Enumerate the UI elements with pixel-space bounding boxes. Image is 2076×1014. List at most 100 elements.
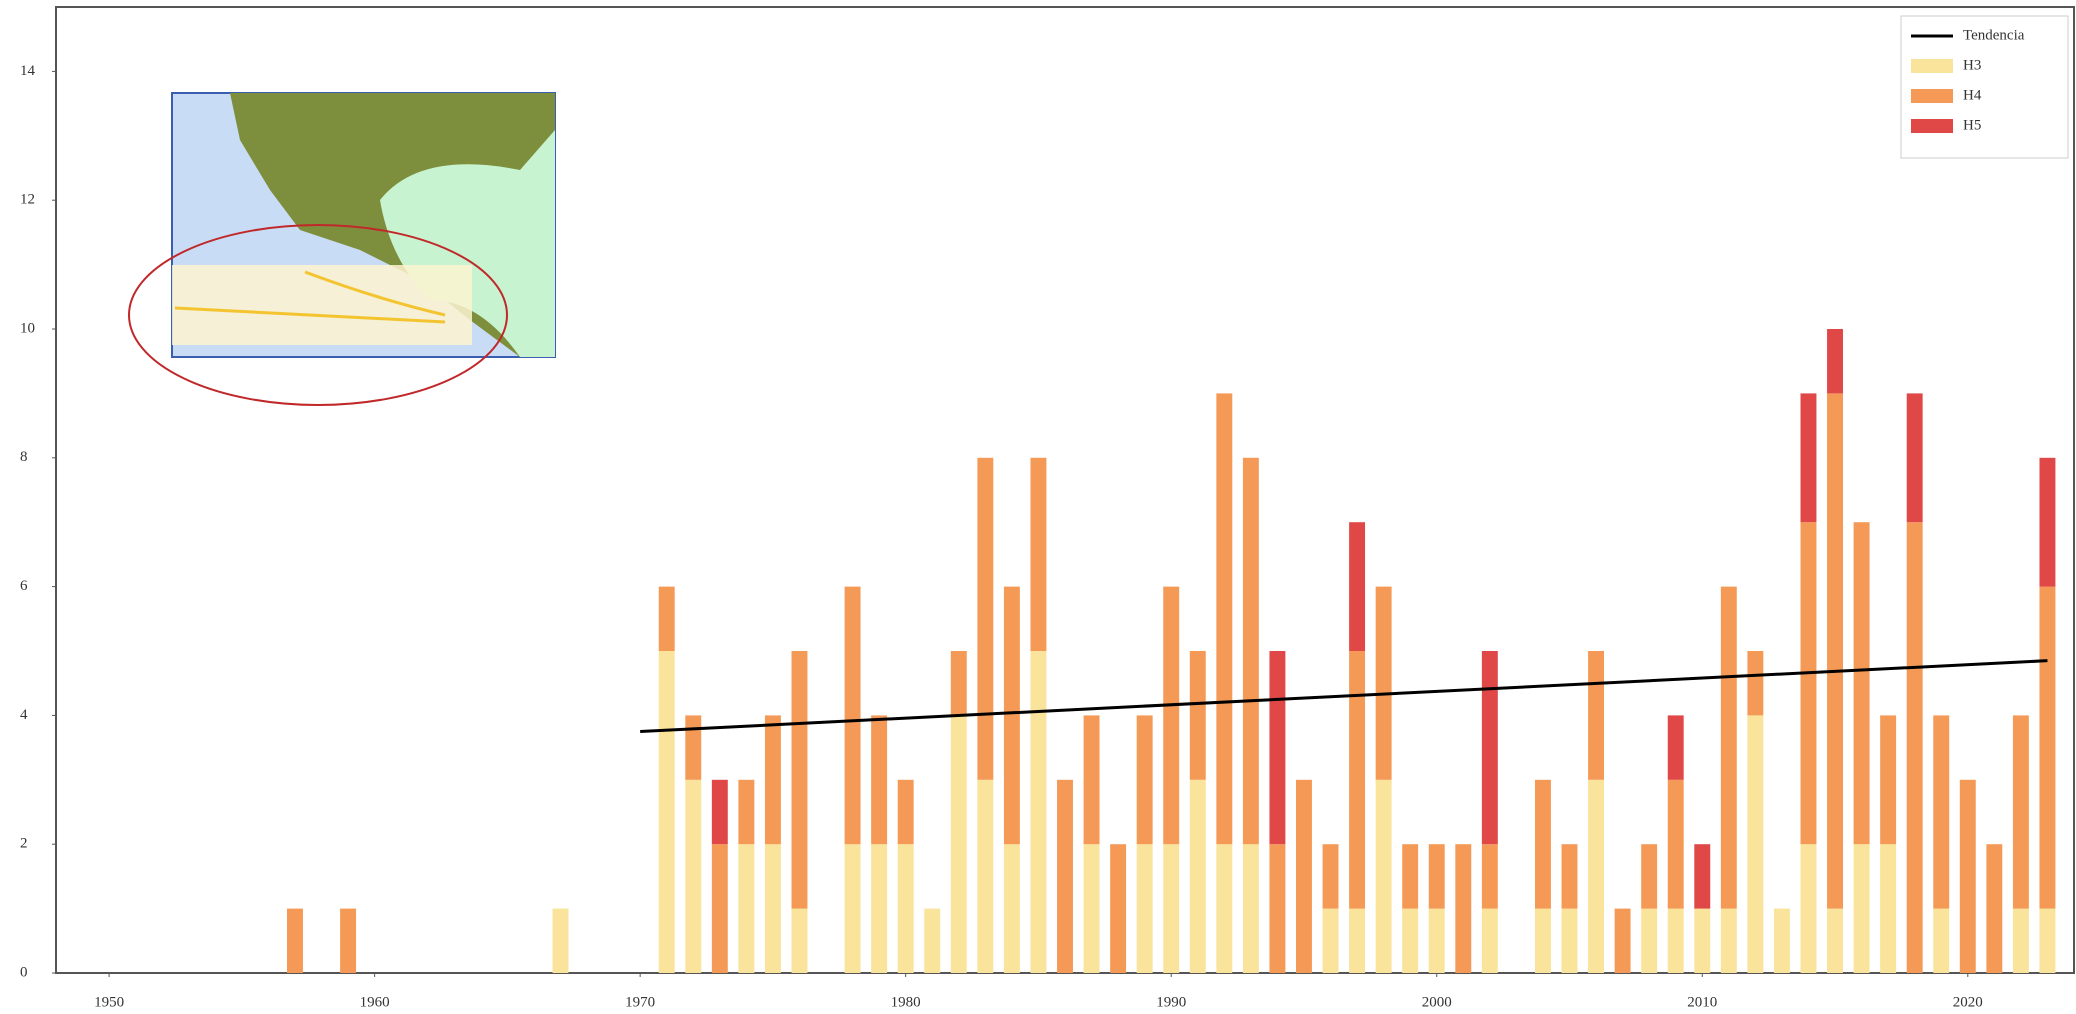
bar-segment [1694,844,1711,909]
bar-segment [1375,779,1392,973]
inset-track [174,270,446,324]
bar-segment [1481,844,1498,909]
bar-segment [871,715,888,845]
bar-segment [1747,715,1764,973]
bar-segment [711,844,728,973]
bar-segment [1880,844,1897,973]
bar-segment [1694,908,1711,973]
bar-segment [1933,715,1950,909]
bar-segment [1986,844,2003,973]
bar-segment [1880,715,1897,845]
bar-segment [844,586,861,845]
bar-segment [1242,457,1259,845]
bar-segment [950,651,967,716]
legend-swatch [1911,119,1953,133]
bar-segment [1136,844,1153,973]
bar-segment [1641,844,1658,909]
bar-segment [1481,651,1498,845]
bar-segment [340,908,357,973]
bar-segment [1057,779,1073,973]
y-tick-label: 10 [20,320,35,336]
bar-segment [977,779,994,973]
bar-segment [1428,844,1445,909]
y-tick-label: 8 [20,449,28,465]
bar-segment [924,908,941,973]
bar-segment [738,779,755,845]
bar-segment [1933,908,1950,973]
legend-swatch [1911,89,1953,103]
bar-segment [1906,393,1923,523]
bar-segment [1083,715,1100,845]
bar-segment [1827,908,1843,973]
bar-segment [1349,908,1366,973]
bar-segment [1800,393,1817,523]
bar-segment [1853,844,1870,973]
bar-segment [1667,908,1684,973]
y-tick-label: 12 [20,192,35,208]
bar-segment [1588,779,1605,973]
bar-segment [844,844,861,973]
bar-segment [1667,779,1684,909]
bar-segment [791,651,808,909]
bar-segment [1906,522,1923,973]
bar-segment [738,844,755,973]
bar-segment [1800,844,1817,973]
legend-label: H4 [1963,87,1982,103]
bar-segment [1455,844,1472,973]
bar-segment [1641,908,1658,973]
y-tick-label: 2 [20,836,28,852]
trend-line [640,659,2048,733]
bar-segment [1189,779,1206,973]
bar-segment [1375,586,1392,780]
bar-segment [764,844,781,973]
bar-segment [1800,522,1817,845]
legend-box [1900,15,2069,159]
bar-segment [977,457,994,780]
bar-segment [1534,779,1551,909]
bar-segment [1827,393,1843,909]
bar-segment [1481,908,1498,973]
bar-segment [2039,586,2056,909]
bar-segment [791,908,808,973]
bar-segment [1030,651,1047,973]
bar-segment [1296,779,1312,973]
bar-segment [1773,908,1790,973]
bar-segment [552,908,569,973]
bar-segment [871,844,888,973]
bar-segment [1136,715,1153,845]
bar-segment [897,844,914,973]
bar-segment [1216,844,1233,973]
bar-segment [1003,586,1020,845]
bar-segment [1242,844,1259,973]
bar-segment [2012,908,2029,973]
bar-segment [1534,908,1551,973]
inset-gulf [380,130,555,357]
bar-segment [1959,779,1976,973]
bar-segment [1747,651,1764,716]
bar-segment [1322,908,1339,973]
bar-segment [1189,651,1206,780]
bar-segment [2039,908,2056,973]
bar-segment [658,586,675,651]
y-tick-label: 4 [20,707,28,723]
bar-segment [1269,651,1286,845]
bar-segment [950,715,967,973]
inset-highlight [128,224,508,406]
bar-segment [1216,393,1233,845]
bar-segment [1083,844,1100,973]
y-tick-label: 14 [20,63,36,79]
x-tick-label: 1970 [625,994,655,1010]
bar-segment [1827,329,1843,394]
bar-segment [1322,844,1339,909]
bar-segment [1614,908,1631,973]
bar-segment [1349,522,1366,651]
legend-label: Tendencia [1963,27,2025,43]
x-tick-label: 2010 [1687,994,1717,1010]
bar-segment [685,715,702,780]
bar-segment [1030,457,1047,651]
y-tick-label: 6 [20,578,28,594]
x-tick-label: 2020 [1953,994,1983,1010]
x-tick-label: 1980 [891,994,921,1010]
x-tick-label: 1990 [1156,994,1186,1010]
